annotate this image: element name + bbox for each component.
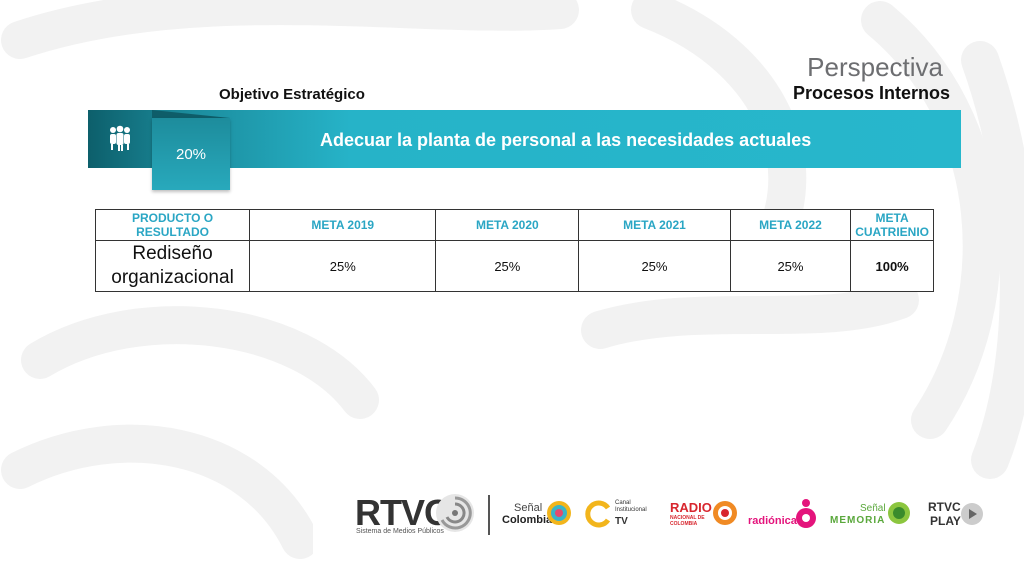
senal-memoria-icon	[888, 502, 910, 524]
senal-colombia-icon	[547, 501, 571, 525]
table-header: META 2021	[578, 209, 731, 241]
senal-colombia-logo-top: Señal	[514, 502, 543, 514]
perspective-subtitle: Procesos Internos	[792, 83, 950, 103]
objective-banner	[88, 110, 961, 168]
goals-table: PRODUCTO O RESULTADO META 2019 META 2020…	[94, 209, 934, 292]
logo-divider	[488, 495, 490, 535]
footer-logo-bar	[313, 480, 1024, 576]
table-cell-total: 100%	[850, 240, 934, 292]
senal-memoria-logo-top: Señal	[860, 503, 886, 514]
rtvc-swirl-icon	[436, 494, 474, 532]
rtvc-play-logo-top: RTVC	[928, 500, 961, 514]
table-header-row: PRODUCTO O RESULTADO META 2019 META 2020…	[94, 209, 934, 241]
rtvc-play-logo-bottom: PLAY	[930, 514, 961, 528]
people-icon	[110, 125, 130, 151]
objective-percent: 20%	[175, 146, 207, 163]
table-header: META CUATRIENIO	[850, 209, 934, 241]
radionica-logo-text: radiónica	[748, 515, 797, 527]
table-row: Rediseño organizacional 25% 25% 25% 25% …	[94, 240, 934, 292]
rtvc-logo-subtitle: Sistema de Medios Públicos	[356, 528, 444, 535]
rtvc-logo-text: RTVC	[355, 492, 450, 533]
objective-text: Adecuar la planta de personal a las nece…	[320, 130, 812, 150]
table-cell: 25%	[435, 240, 580, 292]
radionica-icon	[796, 499, 816, 528]
rtvc-play-icon	[961, 503, 983, 525]
table-cell: 25%	[249, 240, 437, 292]
table-cell-product: Rediseño organizacional	[94, 240, 251, 292]
perspective-title: Perspectiva	[807, 52, 943, 82]
canal-institucional-logo-text: Canal Institucional	[615, 500, 647, 513]
senal-memoria-logo-bottom: MEMORIA	[830, 515, 886, 526]
radio-nacional-logo-text: RADIO	[670, 500, 712, 515]
percent-box	[152, 118, 230, 190]
percent-box-fold	[152, 110, 230, 118]
table-header: META 2022	[729, 209, 852, 241]
table-header: META 2020	[435, 209, 580, 241]
canal-institucional-logo-tv: TV	[615, 516, 628, 527]
table-header: META 2019	[249, 209, 437, 241]
radio-nacional-icon	[713, 501, 737, 525]
table-header: PRODUCTO O RESULTADO	[94, 209, 251, 241]
objective-label: Objetivo Estratégico	[219, 86, 365, 103]
radio-nacional-logo-sub: NACIONAL DE COLOMBIA	[670, 515, 705, 527]
canal-institucional-icon	[585, 500, 611, 528]
senal-colombia-logo-bottom: Colombia	[502, 514, 553, 526]
table-cell: 25%	[578, 240, 731, 292]
table-cell: 25%	[729, 240, 852, 292]
